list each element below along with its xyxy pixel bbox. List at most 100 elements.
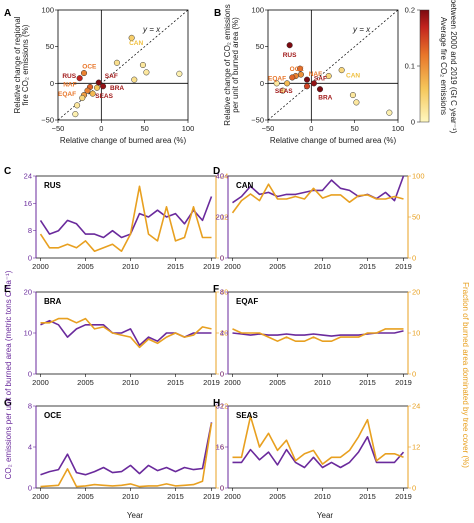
scatter-point (143, 69, 150, 76)
y-tick-label-right: 10 (412, 329, 420, 338)
y-tick-label: 100 (251, 6, 264, 15)
y-tick-label-right: 6 (220, 443, 224, 452)
region-label: CAN (346, 72, 360, 79)
y-tick-label-right: 0 (220, 370, 224, 379)
series-line-right (232, 328, 404, 343)
region-label: SAF (105, 73, 118, 80)
x-tick-label: 2010 (314, 378, 331, 387)
x-tick-label: 2000 (224, 492, 241, 501)
x-tick-label: 2005 (77, 262, 94, 271)
panel-title: BRA (44, 297, 62, 306)
y-axis-label-line-2: per unit of burned area (%) (231, 17, 240, 113)
y-tick-label-right: 24 (220, 172, 228, 181)
panel-title: RUS (44, 181, 62, 190)
region-label: EQAF (268, 75, 286, 82)
region-label: SEAS (275, 88, 293, 95)
x-tick-label: 2015 (167, 262, 184, 271)
scatter-point (316, 86, 324, 93)
scatter-point (74, 102, 81, 109)
x-tick-label: 2005 (77, 378, 94, 387)
region-label: RUS (62, 73, 76, 80)
y-tick-label-right: 0 (412, 370, 416, 379)
identity-line (267, 9, 399, 121)
region-label: BRA (318, 94, 332, 101)
y-tick-label-right: 24 (412, 402, 420, 411)
x-tick-label: 2010 (122, 378, 139, 387)
x-tick-label: 2015 (167, 492, 184, 501)
series-line-right (232, 415, 404, 465)
y-tick-label-left: 20 (216, 213, 224, 222)
panel-title: CAN (236, 181, 254, 190)
x-tick-label: 2015 (167, 378, 184, 387)
colorbar-gradient (419, 9, 430, 123)
x-tick-label: 2010 (314, 492, 331, 501)
region-label: BRA (110, 85, 124, 92)
identity-label: y = x (142, 25, 161, 34)
panel-letter: G (4, 398, 12, 409)
scatter-point (72, 111, 79, 118)
scatter-point (303, 83, 311, 90)
y-tick-label-left: 4 (28, 443, 32, 452)
x-tick-label: 100 (392, 124, 405, 133)
series-line-right (231, 183, 404, 214)
x-tick-label: 2000 (32, 492, 49, 501)
plot-frame (267, 9, 399, 121)
x-tick-label: 2015 (359, 378, 376, 387)
y-tick-label-right: 12 (412, 443, 420, 452)
scatter-point (84, 87, 91, 94)
y-axis-label-line-1: Relative change of CO₂ emissions (223, 4, 232, 125)
region-label: SEAS (95, 93, 113, 100)
series-line-right (39, 185, 212, 252)
scatter-point (325, 72, 332, 80)
identity-line (57, 9, 189, 121)
x-tick-label: 2019 (395, 378, 412, 387)
x-tick-label: 2010 (122, 492, 139, 501)
y-tick-label: 100 (41, 6, 54, 15)
shared-left-ylabel: CO₂ emissions per unit of burned area (m… (4, 270, 13, 479)
y-tick-label: −50 (251, 116, 264, 125)
x-axis-label: Relative change of burned area (%) (270, 136, 397, 145)
x-tick-label: 2019 (203, 262, 220, 271)
year-label-left: Year (127, 511, 144, 520)
x-tick-label: 2005 (269, 492, 286, 501)
scatter-point (113, 59, 120, 66)
y-tick-label: 50 (46, 42, 54, 51)
x-tick-label: 2005 (77, 492, 94, 501)
scatter-point (128, 34, 135, 41)
scatter-point (289, 74, 296, 81)
x-tick-label: 2019 (203, 492, 220, 501)
y-tick-label-left: 24 (24, 172, 32, 181)
y-tick-label-left: 16 (216, 443, 224, 452)
y-tick-label-right: 0 (412, 254, 416, 263)
y-tick-label-left: 8 (28, 226, 32, 235)
x-tick-label: 2015 (359, 262, 376, 271)
y-axis-label-line-1: Relative change of regional (13, 16, 22, 113)
x-tick-label: 2005 (269, 262, 286, 271)
x-axis-label: Relative change of burned area (%) (60, 136, 187, 145)
scatter-point (286, 42, 293, 49)
scatter-point (279, 87, 286, 94)
y-tick-label-right: 20 (412, 288, 420, 297)
x-tick-label: 100 (182, 124, 195, 133)
y-tick-label-right: 12 (220, 213, 228, 222)
x-tick-label: 2000 (32, 378, 49, 387)
x-tick-label: 2019 (203, 378, 220, 387)
panel-letter: A (4, 8, 11, 19)
y-tick-label-right: 12 (220, 402, 228, 411)
region-label: OCE (82, 64, 97, 71)
colorbar-label-2: between 2000 and 2019 (Gt C year⁻¹) (449, 0, 458, 134)
scatter-point (89, 90, 96, 97)
x-tick-label: 2015 (359, 492, 376, 501)
y-tick-label: −50 (41, 116, 54, 125)
scatter-point (93, 84, 101, 91)
scatter-point (273, 80, 280, 87)
y-tick-label-right: 0 (220, 484, 224, 493)
y-tick-label: 50 (256, 42, 264, 51)
x-tick-label: 2000 (224, 262, 241, 271)
series-line-right (40, 317, 212, 349)
